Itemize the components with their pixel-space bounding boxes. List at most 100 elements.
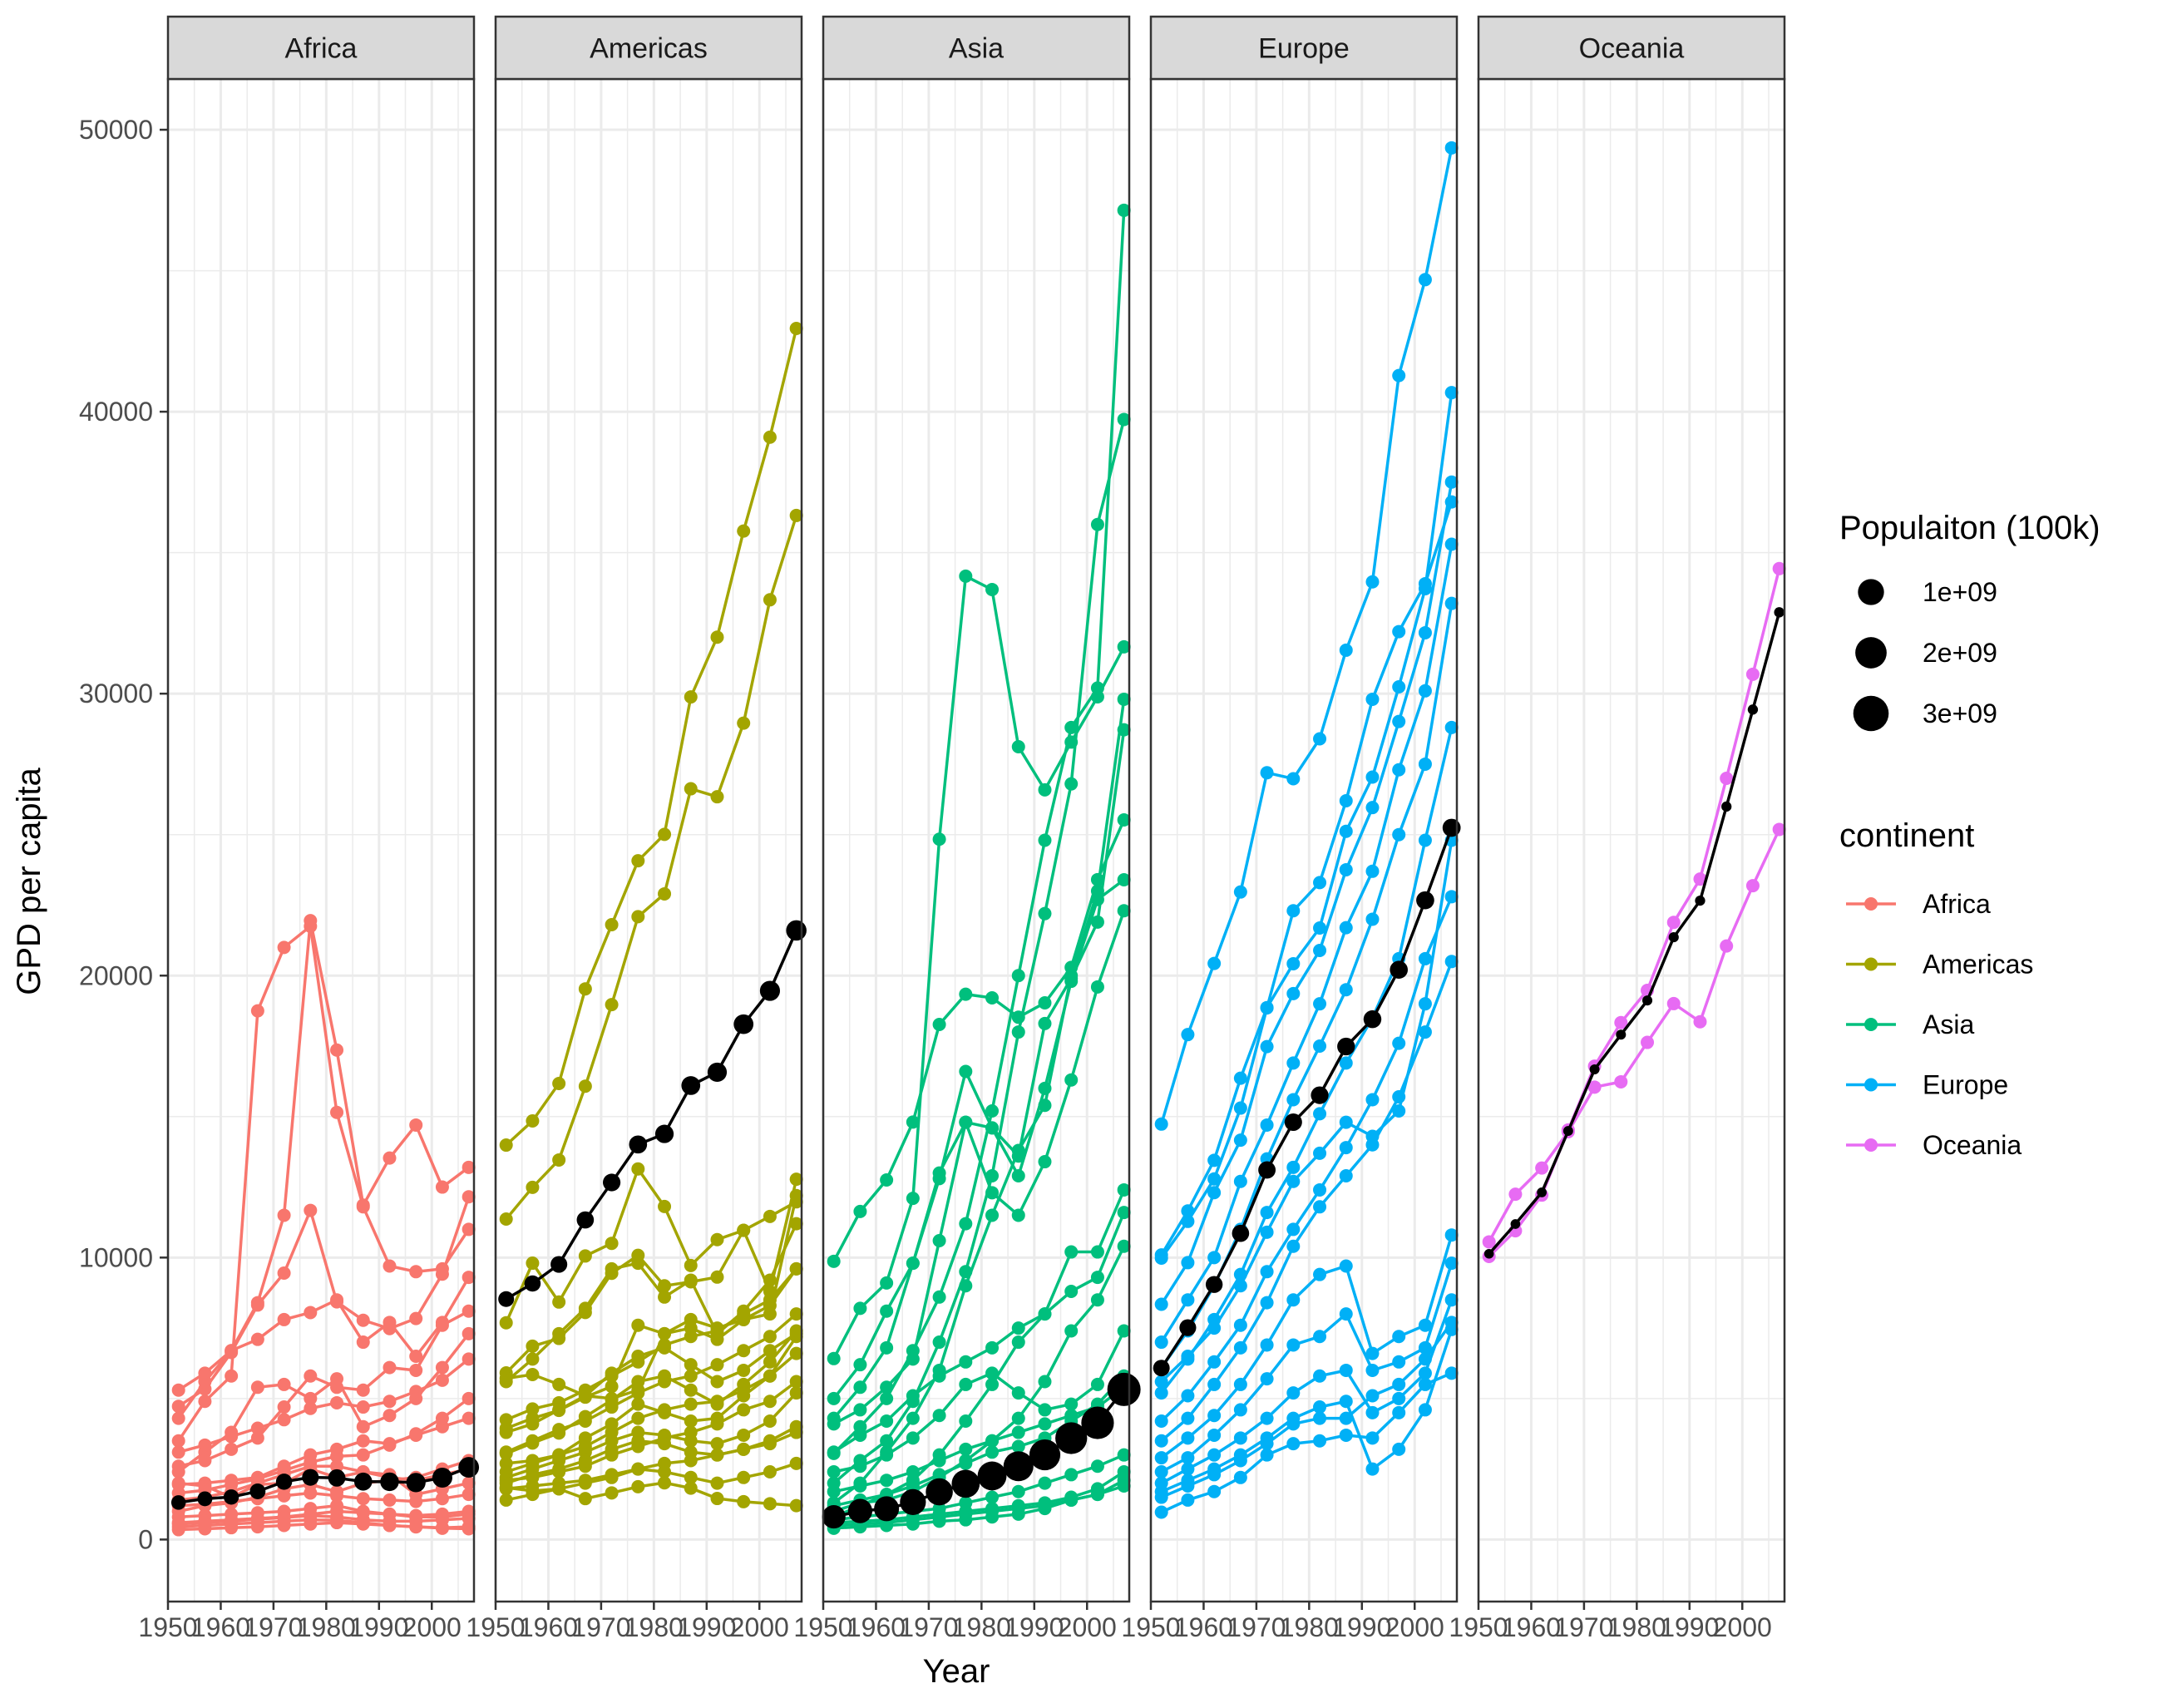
data-point [1418,997,1432,1011]
data-point [684,1321,698,1335]
data-point [1418,576,1432,590]
data-point [1444,1228,1459,1242]
data-point [959,1456,973,1470]
data-point [1339,921,1353,935]
data-point [225,1442,239,1456]
data-point [763,1307,777,1321]
data-point [959,1064,973,1079]
data-point [1117,1478,1131,1493]
data-point [1313,997,1327,1011]
data-point [356,1492,370,1506]
data-point [1286,1056,1301,1070]
data-point [1233,1279,1247,1293]
mean-point [1562,1126,1573,1137]
data-point [959,1377,973,1391]
data-point [1365,1431,1380,1445]
data-point [171,1459,185,1474]
data-point [409,1385,423,1399]
data-point [631,1350,645,1364]
data-point [959,1217,973,1231]
data-point [605,1261,619,1276]
data-point [763,1395,777,1409]
data-point [789,1188,803,1202]
data-point [658,1403,672,1417]
data-point [250,1421,264,1435]
x-tick-label: 1960 [1502,1612,1561,1642]
mean-point [1337,1037,1355,1056]
x-tick-label: 1980 [952,1612,1011,1642]
data-point [304,1401,318,1415]
data-point [578,1389,592,1403]
data-point [1038,1081,1052,1095]
data-point [1418,1340,1432,1355]
mean-point [900,1488,926,1515]
series-line-europe-4 [1160,544,1454,1344]
data-point [578,982,592,996]
data-point [435,1373,449,1387]
data-point [171,1517,185,1531]
data-point [462,1304,476,1318]
data-point [932,1454,946,1468]
data-point [409,1350,423,1364]
data-point [1064,1468,1079,1482]
mean-point [170,1495,186,1510]
data-point [1418,273,1432,287]
data-point [631,1411,645,1425]
data-point [1339,1307,1353,1321]
data-point [1418,1366,1432,1380]
data-point [1260,1225,1274,1239]
x-tick-label: 1960 [191,1612,250,1642]
mean-point [1641,995,1653,1006]
data-point [684,1258,698,1272]
mean-point [1747,704,1759,715]
data-point [1011,1025,1025,1039]
data-point [710,1492,724,1506]
data-point [959,1496,973,1510]
data-point [605,1237,619,1251]
data-point [906,1431,920,1445]
data-point [1064,1493,1079,1507]
data-point [1535,1161,1549,1175]
data-point [985,991,1000,1005]
x-tick-label: 2000 [1713,1612,1772,1642]
mean-point [1055,1422,1088,1454]
data-point [985,1168,1000,1182]
data-point [1444,890,1459,904]
data-point [250,1472,264,1486]
data-point [631,1397,645,1411]
data-point [1339,1428,1353,1442]
data-point [578,1492,592,1506]
data-point [1418,1403,1432,1417]
data-point [985,1186,1000,1200]
data-point [1233,1174,1247,1188]
data-point [1614,1074,1628,1088]
data-point [1207,1377,1222,1391]
data-point [1011,1484,1025,1498]
data-point [1011,1143,1025,1158]
data-point [526,1368,540,1382]
mean-point [733,1014,754,1034]
data-point [1339,1395,1353,1409]
data-point [1365,1405,1380,1419]
data-point [1365,864,1380,878]
data-point [1339,1115,1353,1129]
x-tick-label: 2000 [1058,1612,1117,1642]
data-point [409,1363,423,1377]
data-point [710,1270,724,1284]
data-point [171,1476,185,1490]
data-point [827,1254,841,1268]
data-point [1233,1133,1247,1148]
data-point [710,630,724,644]
data-point [1365,1093,1380,1107]
data-point [1207,956,1222,970]
data-point [250,1380,264,1395]
data-point [171,1445,185,1459]
data-point [1260,1265,1274,1279]
data-point [853,1358,867,1372]
size-key [1853,695,1889,732]
mean-point [1153,1360,1170,1377]
data-point [1418,1377,1432,1391]
data-point [985,582,1000,596]
mean-point [197,1491,213,1507]
